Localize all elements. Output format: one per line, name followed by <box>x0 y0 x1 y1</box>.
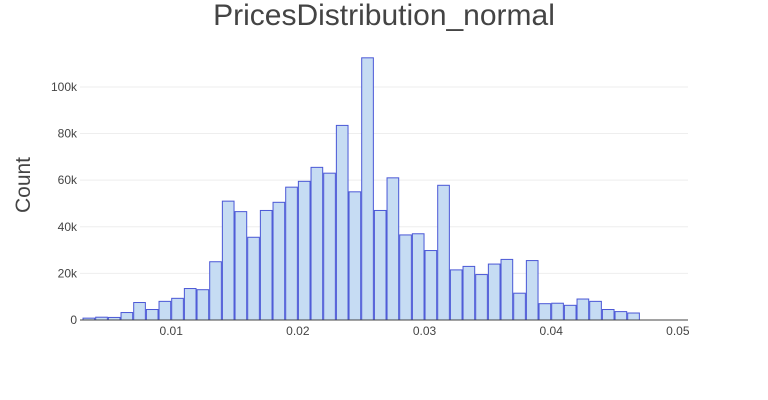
histogram-bar <box>310 166 324 321</box>
histogram-bar <box>335 124 349 321</box>
histogram-bar <box>589 300 602 321</box>
y-tick-label: 60k <box>58 173 78 187</box>
histogram-bar <box>563 304 577 321</box>
y-axis-ticks: 0 20k 40k 60k 80k 100k <box>51 80 78 327</box>
histogram-bar <box>145 309 159 321</box>
histogram-bar <box>411 233 425 321</box>
histogram-bar <box>551 302 564 321</box>
histogram-bar <box>120 312 134 321</box>
histogram-bar <box>196 289 210 321</box>
histogram-bar <box>285 186 298 321</box>
histogram-bar <box>247 236 260 321</box>
histogram-bar <box>487 263 501 321</box>
histogram-bar <box>272 201 286 321</box>
histogram-bars <box>82 57 640 321</box>
x-tick-label: 0.04 <box>540 324 564 338</box>
histogram-bar <box>297 180 311 321</box>
histogram-bar <box>171 297 184 321</box>
chart-title: PricesDistribution_normal <box>213 0 555 32</box>
histogram-bar <box>209 261 222 321</box>
histogram-bar <box>475 274 488 321</box>
x-tick-label: 0.03 <box>413 324 437 338</box>
x-tick-label: 0.02 <box>286 324 310 338</box>
y-tick-label: 100k <box>51 80 78 94</box>
x-tick-label: 0.05 <box>666 324 690 338</box>
histogram-bar <box>462 265 476 321</box>
histogram-bar <box>183 288 197 321</box>
histogram-bar <box>614 311 628 321</box>
y-axis-label: Count <box>12 157 35 213</box>
histogram-bar <box>234 211 248 321</box>
histogram-bar <box>361 57 374 321</box>
y-tick-label: 20k <box>58 266 78 280</box>
histogram-bar <box>627 312 640 321</box>
histogram-bar <box>513 292 526 321</box>
histogram-bar <box>437 184 450 321</box>
histogram-bar <box>576 298 590 321</box>
histogram-bar <box>221 200 235 321</box>
histogram-bar <box>259 209 273 321</box>
histogram-bar <box>373 209 387 321</box>
histogram-bar <box>323 172 336 321</box>
histogram-bar <box>133 302 146 321</box>
histogram-bar <box>449 269 463 321</box>
histogram-bar <box>386 177 400 321</box>
histogram-bar <box>399 234 412 321</box>
histogram-bar <box>538 303 552 321</box>
histogram-bar <box>424 250 438 321</box>
y-tick-label: 40k <box>58 220 78 234</box>
histogram-bar <box>525 260 539 321</box>
histogram-bar <box>601 309 615 321</box>
x-axis-ticks: 0.01 0.02 0.03 0.04 0.05 <box>160 324 690 338</box>
y-tick-label: 80k <box>58 127 78 141</box>
histogram-bar <box>158 300 172 321</box>
y-tick-label: 0 <box>70 313 77 327</box>
histogram-bar <box>348 191 362 321</box>
x-tick-label: 0.01 <box>160 324 184 338</box>
gridlines <box>80 86 688 274</box>
histogram-bar <box>500 258 514 321</box>
